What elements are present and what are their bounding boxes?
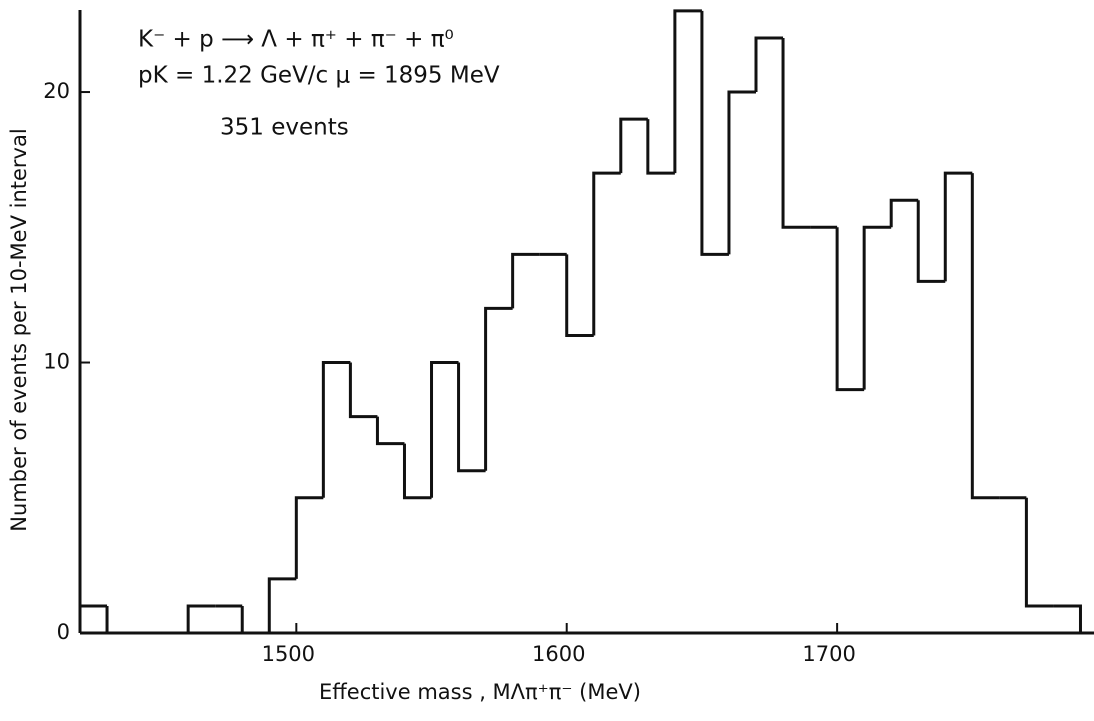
histogram-bin <box>781 37 811 229</box>
histogram-bin <box>835 227 865 392</box>
histogram-bin <box>105 605 135 635</box>
histogram-bin <box>1024 497 1054 608</box>
histogram-bin <box>592 171 621 336</box>
histogram-bin <box>375 416 405 446</box>
y-tick-label: 0 <box>57 620 70 644</box>
histogram-bin <box>619 117 648 174</box>
annotation: K⁻ + p ⟶ Λ + π⁺ + π⁻ + π⁰ <box>138 27 454 53</box>
histogram-bin <box>673 9 702 174</box>
annotation: 351 events <box>220 115 349 141</box>
histogram-bin <box>646 119 675 175</box>
x-tick-label: 1600 <box>532 642 585 666</box>
histogram-bin <box>457 362 486 473</box>
histogram-bin <box>484 306 513 471</box>
histogram-bin <box>970 173 1000 500</box>
histogram-bin <box>700 10 729 256</box>
histogram-bin <box>78 604 108 633</box>
y-tick-label: 10 <box>43 350 70 374</box>
histogram-bin <box>727 90 756 255</box>
y-tick-label: 20 <box>43 79 70 103</box>
histogram-bin <box>511 252 540 309</box>
histogram-bin <box>294 496 324 579</box>
histogram-bin <box>348 362 378 419</box>
histogram-bin <box>862 225 892 390</box>
histogram-bin <box>565 254 594 337</box>
annotation: pK = 1.22 GeV/c μ = 1895 MeV <box>138 63 500 89</box>
x-tick-label: 1700 <box>802 642 855 666</box>
histogram-bin <box>1053 604 1082 633</box>
histogram-bin <box>916 200 946 283</box>
histogram-bin <box>430 361 459 498</box>
histogram-bin <box>889 198 919 228</box>
histogram-bin <box>186 604 216 633</box>
histogram-bin <box>321 361 351 498</box>
histogram-bin <box>754 36 784 93</box>
histogram-bin <box>267 577 297 633</box>
x-axis-label: Effective mass , MΛπ⁺π⁻ (MeV) <box>319 680 641 704</box>
histogram-bin <box>943 171 973 282</box>
x-tick-label: 1500 <box>262 642 315 666</box>
histogram-bin <box>240 605 270 635</box>
y-axis-label: Number of events per 10-MeV interval <box>7 128 31 531</box>
histogram-bin <box>402 443 432 500</box>
